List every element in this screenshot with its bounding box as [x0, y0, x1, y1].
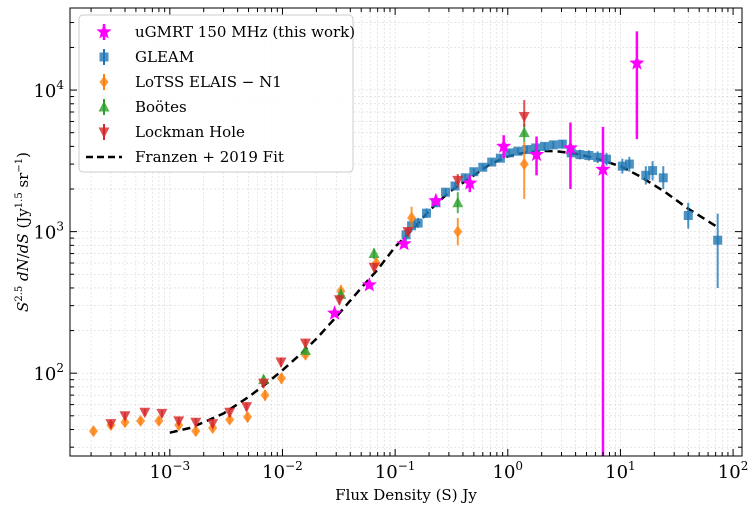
- data-point: [407, 211, 417, 224]
- y-tick-label: 104: [33, 78, 64, 102]
- data-point: [173, 416, 185, 427]
- data-point: [299, 338, 311, 350]
- data-point: [452, 175, 464, 187]
- data-point: [528, 146, 545, 162]
- legend-label: GLEAM: [135, 48, 194, 66]
- data-point: [275, 357, 287, 368]
- data-point: [207, 419, 219, 430]
- data-layer: [88, 31, 723, 456]
- x-tick-label: 100: [493, 459, 524, 483]
- data-point: [548, 140, 558, 150]
- data-point: [88, 425, 98, 438]
- data-point: [495, 153, 505, 163]
- data-point: [540, 141, 550, 151]
- data-point: [361, 277, 377, 292]
- legend-label: Lockman Hole: [135, 123, 245, 141]
- data-point: [139, 407, 151, 419]
- data-point: [120, 416, 130, 429]
- legend-label: LoTSS ELAIS − N1: [135, 73, 282, 91]
- data-point: [641, 170, 651, 180]
- data-point: [225, 413, 235, 426]
- data-point: [593, 152, 603, 162]
- series-ugmrt-150-mhz-this-work: [327, 31, 645, 456]
- data-point: [402, 227, 414, 238]
- data-point: [617, 161, 627, 171]
- data-point: [299, 344, 311, 355]
- data-point: [518, 112, 530, 123]
- axis-ticks: 10−3 10−2 10−1 100 101 102 102 103 104: [33, 8, 748, 483]
- data-point: [368, 247, 380, 259]
- series-lockman-hole: [105, 100, 530, 430]
- x-tick-label: 102: [718, 459, 749, 483]
- data-point: [258, 378, 270, 390]
- data-point: [658, 173, 668, 183]
- data-point: [519, 158, 529, 171]
- data-point: [260, 389, 270, 402]
- y-tick-label: 103: [33, 220, 64, 244]
- legend-label: uGMRT 150 MHz (this work): [135, 23, 355, 41]
- legend-marker-diamond: [99, 76, 109, 88]
- x-tick-label: 10−1: [375, 459, 416, 483]
- data-point: [460, 173, 470, 183]
- data-point: [595, 161, 611, 176]
- data-point: [513, 146, 523, 156]
- data-point: [713, 235, 723, 245]
- y-tick-label: 102: [33, 361, 64, 385]
- x-tick-label: 101: [605, 459, 636, 483]
- legend: uGMRT 150 MHz (this work) GLEAM LoTSS ELAI…: [78, 14, 355, 173]
- data-point: [428, 192, 444, 208]
- data-point: [462, 175, 478, 190]
- data-point: [224, 407, 236, 419]
- x-tick-label: 10−3: [150, 459, 191, 483]
- data-point: [156, 408, 168, 420]
- x-axis-label: Flux Density (S) Jy: [335, 486, 477, 504]
- data-point: [624, 159, 634, 169]
- data-point: [629, 55, 645, 70]
- data-point: [575, 150, 585, 160]
- data-point: [648, 166, 658, 176]
- legend-marker-star: [96, 24, 112, 39]
- data-point: [601, 154, 611, 164]
- data-point: [522, 145, 532, 155]
- data-point: [440, 187, 450, 197]
- data-point: [584, 150, 594, 160]
- data-point: [518, 126, 530, 138]
- data-point: [333, 295, 345, 306]
- data-point: [450, 181, 460, 191]
- legend-box: [78, 14, 354, 173]
- legend-marker-triangle-down: [98, 127, 110, 138]
- data-point: [469, 167, 479, 177]
- data-point: [401, 230, 411, 240]
- data-point: [452, 196, 464, 208]
- data-point: [496, 138, 512, 153]
- data-point: [276, 372, 286, 385]
- data-point: [241, 402, 253, 413]
- data-point: [478, 162, 488, 172]
- legend-marker-square: [99, 52, 109, 62]
- y-axis-label: S2.5 dN/dS (Jy1.5 sr−1): [14, 152, 32, 312]
- legend-label: Franzen + 2019 Fit: [135, 148, 284, 166]
- data-point: [453, 225, 463, 238]
- data-point: [562, 140, 579, 155]
- data-point: [487, 157, 497, 167]
- data-point: [557, 139, 567, 149]
- x-tick-label: 10−2: [262, 459, 303, 483]
- data-point: [105, 419, 117, 430]
- data-point: [413, 218, 423, 228]
- data-point: [368, 262, 380, 274]
- data-point: [683, 210, 693, 220]
- data-point: [243, 411, 253, 424]
- legend-marker-triangle-up: [98, 101, 110, 112]
- data-point: [191, 425, 201, 438]
- data-point: [327, 305, 343, 320]
- data-point: [136, 414, 146, 427]
- data-point: [119, 411, 131, 422]
- data-point: [396, 235, 412, 251]
- legend-label: Boötes: [135, 98, 187, 116]
- data-point: [422, 208, 432, 218]
- data-point: [504, 148, 514, 158]
- data-point: [190, 417, 202, 429]
